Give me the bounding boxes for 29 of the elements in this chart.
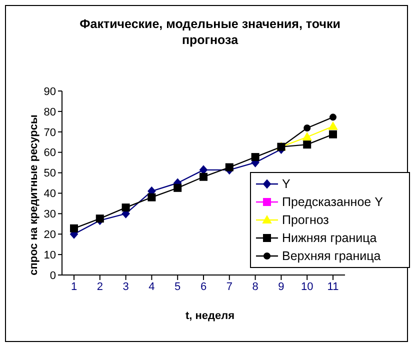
y-tick-label: 40 xyxy=(44,188,56,200)
y-axis-title: спрос на кредитные ресурсы xyxy=(28,114,40,276)
y-tick-label: 60 xyxy=(44,147,56,160)
y-tick-label: 20 xyxy=(44,229,56,242)
legend-label: Нижняя граница xyxy=(282,230,377,247)
x-tick-label: 9 xyxy=(278,280,284,293)
legend-label: Y xyxy=(282,176,290,193)
x-tick-label: 4 xyxy=(148,280,155,293)
y-tick-label: 10 xyxy=(44,249,56,262)
x-tick-label: 10 xyxy=(300,280,314,293)
y-tick-label: 0 xyxy=(50,270,56,282)
x-tick-label: 11 xyxy=(327,280,339,293)
x-axis-title: t, неделя xyxy=(184,310,236,322)
y-tick-label: 90 xyxy=(44,86,56,98)
y-tick-label: 50 xyxy=(44,168,56,180)
x-tick-label: 2 xyxy=(96,280,103,293)
x-tick-label: 1 xyxy=(70,280,78,293)
legend-label: Прогноз xyxy=(282,212,329,229)
chart-title: Фактические, модельные значения, точки прогноза xyxy=(78,16,342,48)
legend-label: Верхняя граница xyxy=(282,248,381,265)
x-tick-label: 6 xyxy=(200,280,207,293)
legend-label: Предсказанное Y xyxy=(282,194,383,211)
x-tick-label: 3 xyxy=(122,280,129,293)
y-tick-label: 30 xyxy=(44,208,56,221)
x-tick-label: 7 xyxy=(226,280,232,293)
x-tick-label: 5 xyxy=(174,280,181,293)
x-tick-label: 8 xyxy=(252,280,258,293)
y-tick-label: 70 xyxy=(44,126,56,139)
y-tick-label: 80 xyxy=(44,106,56,118)
